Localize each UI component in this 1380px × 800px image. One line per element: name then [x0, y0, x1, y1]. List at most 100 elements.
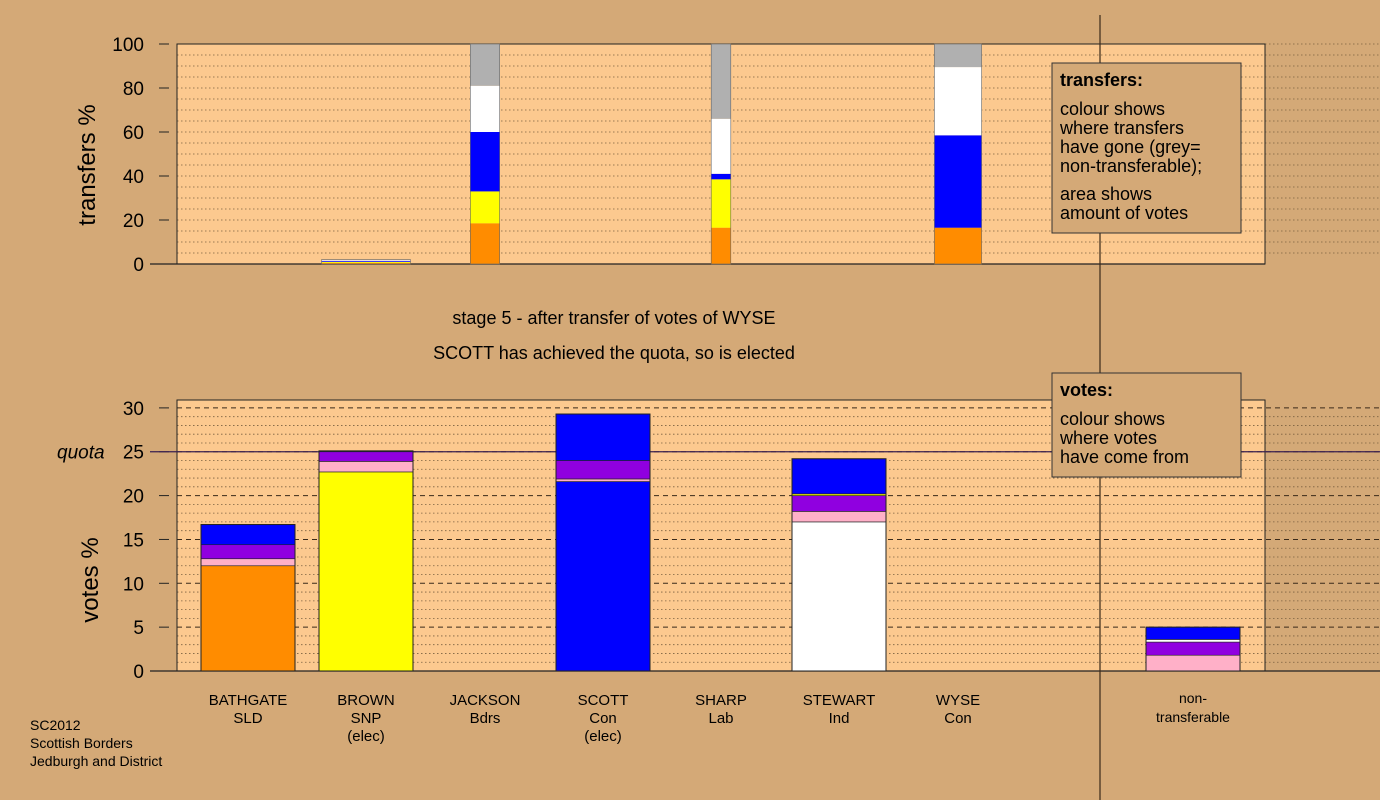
vote-segment — [1145, 641, 1241, 656]
vote-bar-stewart — [791, 458, 887, 672]
legend-transfers-line: area shows — [1060, 184, 1152, 204]
transfer-segment — [321, 260, 411, 262]
transfers-tick-label: 20 — [123, 211, 144, 232]
candidate-label: (elec) — [347, 728, 385, 745]
candidate-label: Con — [944, 710, 972, 727]
transfer-segment — [711, 173, 731, 180]
vote-bar-outline — [1145, 626, 1241, 672]
status-caption: SCOTT has achieved the quota, so is elec… — [433, 343, 795, 363]
candidate-label: SHARP — [695, 692, 747, 709]
legend-transfers-title: transfers: — [1060, 70, 1143, 90]
transfers-tick-label: 100 — [112, 35, 144, 56]
transfer-bar-outline — [934, 43, 982, 265]
transfer-bar-jackson — [470, 43, 500, 265]
candidate-label: JACKSON — [450, 692, 521, 709]
transfers-tick-label: 0 — [133, 255, 144, 276]
vote-segment — [200, 544, 296, 560]
vote-segment — [1145, 639, 1241, 643]
footer: SC2012 Scottish Borders Jedburgh and Dis… — [30, 717, 162, 769]
candidate-label: SCOTT — [578, 692, 629, 709]
transfer-segment — [470, 223, 500, 264]
stage-caption: stage 5 - after transfer of votes of WYS… — [452, 308, 775, 328]
transfer-segment — [934, 67, 982, 136]
votes-plot: 051015202530quotaBATHGATESLDBROWNSNP(ele… — [57, 399, 1380, 745]
nontransferable-label: transferable — [1156, 709, 1230, 725]
vote-segment — [791, 521, 887, 672]
transfer-segment — [711, 179, 731, 228]
vote-bar-outline — [200, 524, 296, 672]
transfer-segment — [470, 44, 500, 86]
transfer-segment — [711, 227, 731, 264]
vote-segment — [200, 524, 296, 546]
vote-segment — [555, 481, 651, 672]
legend-votes-line: colour shows — [1060, 409, 1165, 429]
votes-tick-label: 15 — [123, 530, 144, 551]
candidate-label: (elec) — [584, 728, 622, 745]
candidate-label: SNP — [351, 710, 382, 727]
transfer-bar-outline — [710, 43, 732, 265]
vote-segment — [200, 558, 296, 567]
candidate-label: BATHGATE — [209, 692, 288, 709]
legend-transfers-line: non-transferable); — [1060, 156, 1202, 176]
votes-tick-label: 30 — [123, 399, 144, 420]
votes-tick-label: 10 — [123, 574, 144, 595]
transfer-bar-sharp — [710, 43, 732, 265]
vote-segment — [318, 451, 414, 462]
vote-bar-outline — [791, 458, 887, 672]
vote-segment — [318, 471, 414, 672]
footer-line: SC2012 — [30, 717, 81, 733]
vote-segment — [1145, 626, 1241, 640]
candidate-label: STEWART — [803, 692, 876, 709]
footer-line: Jedburgh and District — [30, 753, 162, 769]
vote-segment — [791, 458, 887, 495]
vote-segment — [200, 565, 296, 672]
vote-segment — [318, 461, 414, 473]
transfers-tick-label: 60 — [123, 123, 144, 144]
transfer-segment — [934, 135, 982, 228]
footer-line: Scottish Borders — [30, 735, 133, 751]
votes-tick-label: 0 — [133, 662, 144, 683]
legend-votes: votes: colour shows where votes have com… — [1051, 372, 1242, 478]
transfers-tick-label: 80 — [123, 79, 144, 100]
legend-transfers-line: amount of votes — [1060, 203, 1188, 223]
transfer-segment — [470, 191, 500, 224]
legend-votes-line: have come from — [1060, 447, 1189, 467]
transfer-segment — [711, 118, 731, 174]
transfer-segment — [470, 85, 500, 132]
votes-tick-label: 20 — [123, 487, 144, 508]
candidate-label: Ind — [829, 710, 850, 727]
vote-bar-non-transferable — [1145, 626, 1241, 672]
legend-transfers: transfers: colour shows where transfers … — [1051, 62, 1242, 234]
votes-axis-label: votes % — [77, 537, 104, 622]
legend-transfers-line: colour shows — [1060, 99, 1165, 119]
vote-segment — [1145, 654, 1241, 672]
vote-bar-outline — [318, 450, 414, 672]
transfer-bar-outline — [321, 259, 411, 265]
legend-votes-title: votes: — [1060, 380, 1113, 400]
vote-bar-bathgate — [200, 524, 296, 672]
vote-bar-brown — [318, 450, 414, 672]
nontransferable-label: non- — [1179, 690, 1207, 706]
candidate-label: Con — [589, 710, 617, 727]
vote-segment — [791, 495, 887, 512]
transfer-segment — [321, 261, 411, 263]
quota-label: quota — [57, 443, 105, 464]
transfers-axis-label: transfers % — [74, 104, 101, 225]
legend-transfers-line: have gone (grey= — [1060, 137, 1201, 157]
transfer-segment — [321, 259, 411, 261]
vote-bar-outline — [555, 413, 651, 672]
transfer-segment — [934, 44, 982, 68]
transfer-bar-outline — [470, 43, 500, 265]
transfer-segment — [711, 44, 731, 119]
candidate-label: BROWN — [337, 692, 395, 709]
vote-segment — [555, 413, 651, 461]
transfers-tick-label: 40 — [123, 167, 144, 188]
vote-segment — [555, 460, 651, 480]
transfer-segment — [321, 262, 411, 264]
vote-segment — [791, 511, 887, 523]
legend-transfers-line: where transfers — [1059, 118, 1184, 138]
transfer-bar-brown — [321, 259, 411, 265]
vote-segment — [555, 478, 651, 482]
transfer-segment — [321, 262, 411, 263]
